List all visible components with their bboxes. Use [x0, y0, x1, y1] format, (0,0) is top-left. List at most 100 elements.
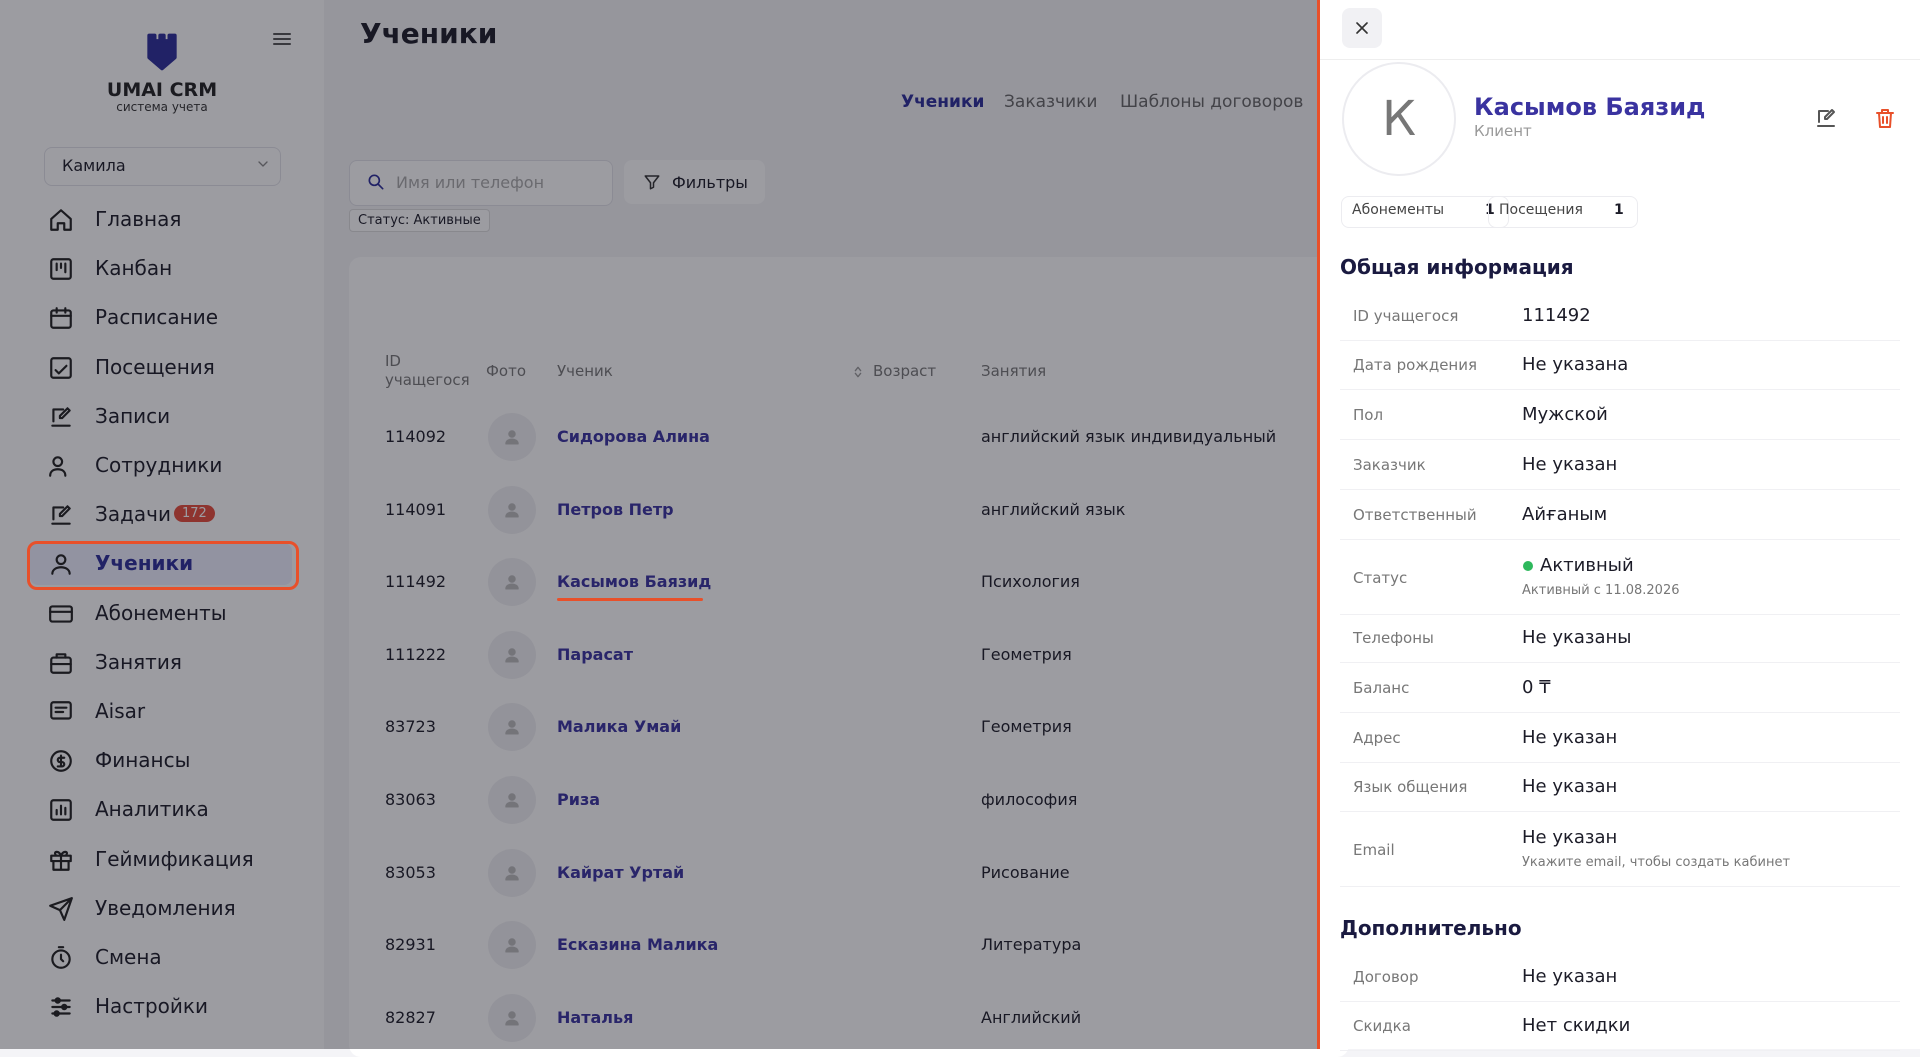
search-icon	[366, 172, 386, 196]
menu-item[interactable]: Аналитика	[95, 797, 209, 822]
row-name[interactable]: Малика Умай	[557, 717, 682, 737]
field-divider	[1340, 439, 1900, 440]
counter-label: Абонементы	[1352, 202, 1445, 218]
menu-icon-svg	[51, 505, 71, 525]
menu-icon	[48, 699, 74, 729]
field-value: Активный	[1540, 555, 1634, 576]
filters-label: Фильтры	[672, 173, 748, 192]
table-header: Возраст	[873, 362, 937, 380]
menu-icon-svg	[50, 653, 72, 674]
modal-overlay[interactable]	[0, 0, 1320, 1049]
field-value: Не указан	[1522, 827, 1618, 848]
menu-icon	[48, 945, 74, 975]
search-placeholder: Имя или телефон	[396, 173, 545, 192]
menu-item[interactable]: Геймификация	[95, 846, 254, 871]
menu-item[interactable]: Записи	[95, 403, 171, 428]
row-id: 83053	[385, 862, 436, 882]
close-icon-svg	[1356, 22, 1368, 34]
menu-item[interactable]: Главная	[95, 207, 182, 231]
row-id: 83723	[385, 717, 436, 737]
menu-icon-svg	[50, 258, 72, 281]
menu-item[interactable]: Смена	[95, 945, 162, 969]
row-name[interactable]: Есказина Малика	[557, 935, 719, 955]
menu-icon	[48, 748, 74, 778]
brand: UMAI CRM	[106, 79, 218, 101]
menu-icon	[48, 256, 74, 286]
field-value: 0 ₸	[1522, 677, 1551, 698]
table-header: Занятия	[981, 362, 1047, 380]
menu-item[interactable]: Финансы	[95, 748, 191, 773]
row-id: 82827	[385, 1007, 436, 1027]
menu-item[interactable]: Задачи	[95, 502, 171, 527]
search-box[interactable]	[349, 160, 613, 206]
tab[interactable]: Ученики	[901, 92, 985, 112]
menu-item[interactable]: Расписание	[95, 305, 219, 330]
row-id: 111492	[385, 572, 447, 592]
highlight-underline	[557, 598, 703, 601]
counter-chip[interactable]	[1341, 196, 1509, 228]
avatar-icon	[503, 428, 521, 450]
avatar-icon	[503, 646, 521, 668]
field-divider	[1340, 762, 1900, 763]
student-panel: К Касымов Баязид Клиент Абонементы 1 Посещени…	[1317, 0, 1920, 1051]
row-name[interactable]: Касымов Баязид	[557, 572, 712, 592]
row-id: 82931	[385, 935, 436, 955]
menu-item[interactable]: Уведомления	[95, 895, 236, 920]
section-title: Общая информация	[1340, 255, 1574, 279]
row-lessons: философия	[981, 790, 1078, 809]
row-name[interactable]: Наталья	[557, 1007, 634, 1027]
field-value: Не указаны	[1522, 627, 1632, 648]
menu-icon-svg	[50, 750, 72, 773]
menu-item[interactable]: Посещения	[95, 354, 215, 379]
counter-chip[interactable]	[1488, 196, 1638, 228]
filter-chip[interactable]: Статус: Активные	[349, 209, 490, 232]
menu-item[interactable]: Сотрудники	[95, 453, 223, 477]
avatar-icon-svg	[505, 430, 519, 445]
row-name[interactable]: Сидорова Алина	[557, 427, 710, 446]
avatar-icon-svg	[505, 1011, 519, 1026]
field-value: Не указан	[1522, 454, 1618, 475]
counter-count: 1	[1485, 202, 1495, 218]
row-name[interactable]: Петров Петр	[557, 499, 674, 519]
row-lessons: Геометрия	[981, 644, 1072, 664]
field-label: Скидка	[1353, 1017, 1411, 1035]
menu-item[interactable]: Абонементы	[95, 600, 227, 625]
menu-item[interactable]: Ученики	[95, 551, 194, 576]
field-divider	[1340, 662, 1900, 663]
field-value: Не указан	[1522, 966, 1618, 987]
highlight-box hl	[27, 541, 299, 590]
filters-button[interactable]	[624, 160, 765, 204]
menu-toggle	[270, 27, 294, 55]
table-header: Фото	[486, 362, 527, 380]
field-divider	[1340, 489, 1900, 490]
row-name[interactable]: Риза	[557, 790, 601, 809]
menu-icon	[48, 896, 74, 926]
row-name[interactable]: Кайрат Уртай	[557, 862, 685, 882]
field-divider	[1340, 614, 1900, 615]
row-name[interactable]: Парасат	[557, 644, 633, 664]
user-select[interactable]	[44, 147, 281, 186]
field-value: 111492	[1522, 305, 1591, 326]
field-label: Дата рождения	[1353, 356, 1477, 374]
field-divider	[1340, 539, 1900, 540]
table-header: Ученик	[557, 362, 613, 380]
menu-icon	[48, 847, 74, 877]
status-dot	[1523, 561, 1533, 571]
menu-active-bg	[30, 543, 292, 586]
menu-icon-svg	[51, 946, 71, 969]
menu-item[interactable]: Канбан	[95, 256, 173, 281]
menu-item[interactable]: Занятия	[95, 649, 182, 674]
row-id: 114092	[385, 427, 447, 446]
menu-item[interactable]: Настройки	[95, 994, 208, 1019]
menu-icon	[48, 601, 74, 631]
field-label: Пол	[1353, 406, 1384, 424]
menu-icon	[48, 305, 74, 335]
tab[interactable]: Заказчики	[1004, 92, 1098, 112]
menu-badge: 172	[174, 505, 215, 523]
avatar-icon	[503, 501, 521, 523]
menu-icon-svg	[50, 850, 72, 871]
avatar-icon-svg	[505, 575, 519, 590]
close-icon	[1352, 18, 1372, 42]
tab[interactable]: Шаблоны договоров	[1120, 92, 1304, 112]
menu-item[interactable]: Aisar	[95, 699, 146, 723]
